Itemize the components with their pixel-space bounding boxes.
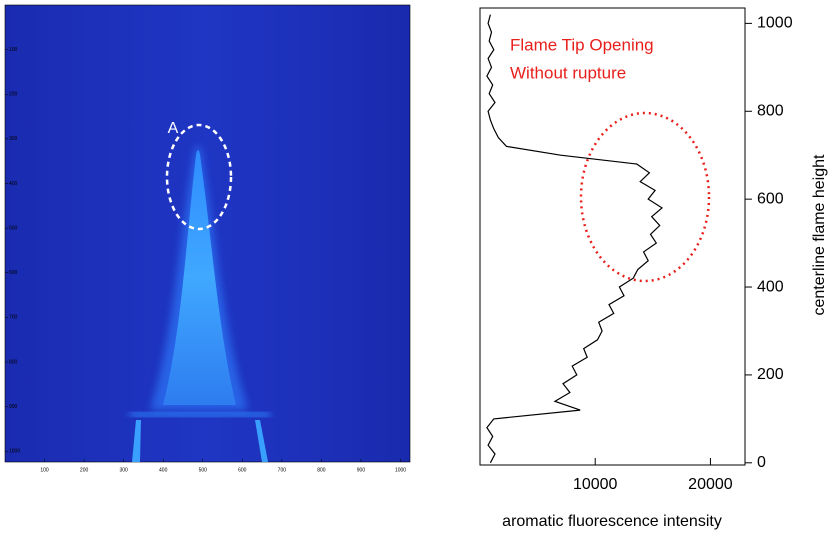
x-axis-label: aromatic fluorescence intensity [502, 513, 722, 530]
x-tick-label: 1000 [395, 467, 406, 473]
x-tick-label: 200 [80, 467, 89, 473]
y-tick-label: 800 [9, 359, 18, 365]
x-tick-label: 800 [317, 467, 326, 473]
y-tick-label: 600 [9, 270, 18, 276]
y-tick-label: 1000 [757, 15, 793, 32]
y-tick-label: 400 [9, 181, 18, 187]
y-tick-label: 700 [9, 315, 18, 321]
x-tick-label: 300 [119, 467, 128, 473]
y-tick-label: 200 [757, 366, 784, 383]
y-tick-label: 500 [9, 225, 18, 231]
y-tick-label: 200 [9, 92, 18, 98]
annotation: A [168, 120, 179, 137]
y-tick-label: 1000 [9, 449, 20, 455]
x-tick-label: 500 [199, 467, 208, 473]
x-tick-label: 900 [357, 467, 366, 473]
x-tick-label: 600 [238, 467, 247, 473]
y-tick-label: 800 [757, 102, 784, 119]
y-tick-label: 300 [9, 136, 18, 142]
x-tick-label: 100 [40, 467, 49, 473]
y-tick-label: 0 [757, 454, 766, 471]
y-axis-label: centerline flame height [811, 154, 828, 316]
annotation: Without rupture [510, 63, 626, 82]
x-tick-label: 400 [159, 467, 168, 473]
flame-image [4, 4, 411, 463]
annotation: Flame Tip Opening [510, 35, 654, 54]
profile-plot [479, 7, 746, 466]
profile-line [486, 14, 664, 464]
x-tick-label: 700 [278, 467, 287, 473]
y-tick-label: 100 [9, 47, 18, 53]
y-tick-label: 900 [9, 404, 18, 410]
x-tick-label: 20000 [688, 476, 733, 493]
x-tick-label: 10000 [573, 476, 618, 493]
y-tick-label: 400 [757, 278, 784, 295]
y-tick-label: 600 [757, 190, 784, 207]
